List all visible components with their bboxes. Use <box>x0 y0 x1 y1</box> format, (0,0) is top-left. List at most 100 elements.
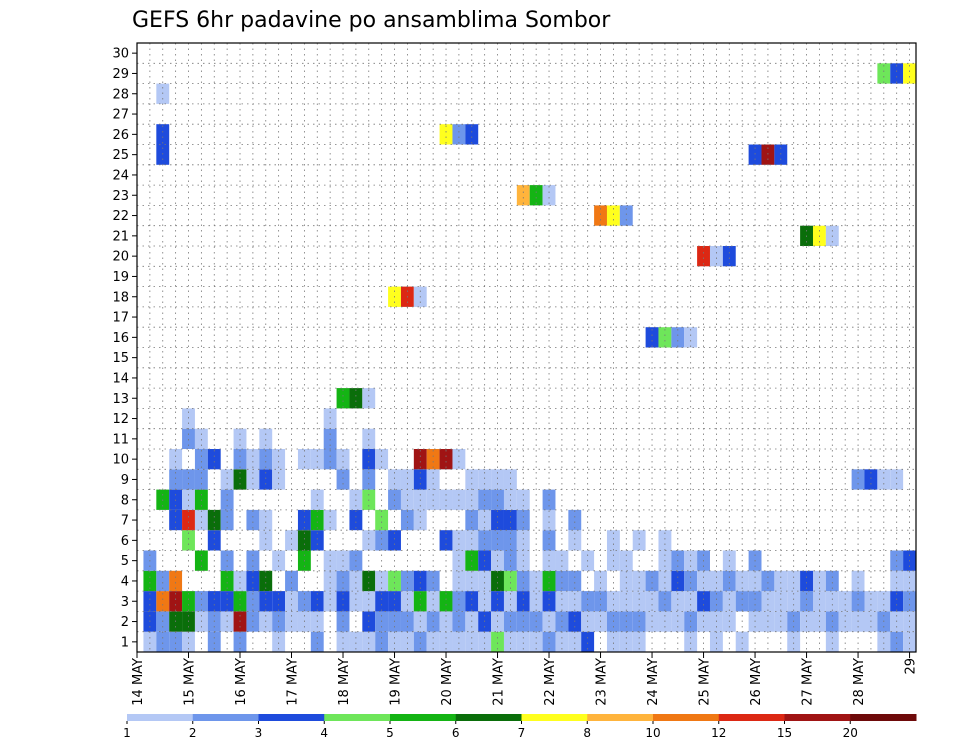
precip-cell <box>182 631 195 652</box>
precip-cell <box>452 124 466 145</box>
precip-cell <box>516 530 530 551</box>
y-tick-label: 1 <box>121 635 129 650</box>
precip-cell <box>774 570 788 592</box>
precip-cell <box>774 591 788 612</box>
precip-cell <box>169 469 183 490</box>
precip-cell <box>207 509 221 531</box>
x-tick-label: 27 MAY <box>801 658 816 706</box>
precip-cell <box>400 631 414 652</box>
precip-cell <box>233 631 247 652</box>
precip-cell <box>259 469 273 490</box>
colorbar-label: 5 <box>386 726 394 740</box>
precip-cell <box>748 591 762 612</box>
precip-cell <box>632 591 646 612</box>
precip-cell <box>259 530 273 551</box>
y-tick-label: 20 <box>112 250 129 265</box>
plot-frame <box>136 42 917 653</box>
precip-cell <box>529 631 543 652</box>
precip-cell <box>606 631 620 652</box>
precip-cell <box>323 570 337 592</box>
precip-cell <box>619 631 633 652</box>
precip-cell <box>400 591 414 612</box>
precip-cell <box>362 469 376 490</box>
y-tick-label: 12 <box>112 412 129 427</box>
precip-cell <box>812 591 826 612</box>
precip-cell <box>349 509 363 531</box>
precip-cell <box>156 591 170 612</box>
precip-cell <box>787 631 801 652</box>
precip-cell <box>465 631 479 652</box>
precip-cell <box>452 570 466 592</box>
precip-cell <box>465 570 479 592</box>
precip-cell <box>310 449 324 470</box>
y-tick-label: 13 <box>112 392 129 407</box>
precip-cell <box>503 469 517 490</box>
precip-cell <box>233 570 247 592</box>
x-tick-label: 17 MAY <box>286 658 301 706</box>
colorbar-segment <box>784 714 851 721</box>
precip-cell <box>349 388 363 409</box>
precip-cell <box>375 509 389 531</box>
precip-cell <box>491 631 504 652</box>
x-tick-label: 25 MAY <box>698 658 713 706</box>
x-axis: 14 MAY 15 MAY 16 MAY 17 MAY 18 MAY 19 MAY 20 M… <box>131 652 919 706</box>
precip-cell <box>491 469 504 490</box>
precip-cell <box>194 509 208 531</box>
precip-cell <box>246 449 260 470</box>
precip-cell <box>594 591 607 612</box>
precip-cell <box>877 63 891 84</box>
precip-cell <box>465 530 479 551</box>
colorbar-label: 4 <box>320 726 328 740</box>
precip-cell <box>890 591 904 612</box>
precip-cell <box>890 570 904 592</box>
precip-cell <box>310 631 324 652</box>
precip-cell <box>645 591 659 612</box>
precip-cell <box>697 591 710 612</box>
precip-cell <box>516 631 530 652</box>
y-tick-label: 29 <box>112 67 129 82</box>
precip-cell <box>503 570 517 592</box>
colorbar-segment <box>718 714 785 721</box>
precip-cell <box>503 591 517 612</box>
precip-cell <box>169 570 183 592</box>
precip-cell <box>825 591 839 612</box>
precip-cell <box>388 469 401 490</box>
precip-cell <box>285 570 298 592</box>
precip-cell <box>761 591 775 612</box>
precip-cell <box>233 591 247 612</box>
precip-cell <box>362 388 376 409</box>
colorbar-segment <box>850 714 917 721</box>
precip-cell <box>143 631 157 652</box>
precip-cell <box>246 591 260 612</box>
precip-cell <box>684 570 698 592</box>
x-tick-label: 22 MAY <box>543 658 558 706</box>
precip-cell <box>555 591 569 612</box>
precip-cell <box>516 591 530 612</box>
precip-cell <box>465 469 479 490</box>
x-tick-label: 18 MAY <box>337 658 352 706</box>
precip-cell <box>182 469 195 490</box>
precip-cell <box>877 631 891 652</box>
precip-cell <box>220 570 234 592</box>
precip-cell <box>503 530 517 551</box>
precip-cell <box>825 631 839 652</box>
precip-cell <box>529 185 543 206</box>
x-tick-label: 16 MAY <box>234 658 249 706</box>
precip-cell <box>787 591 801 612</box>
precip-cell <box>169 631 183 652</box>
precip-cell <box>658 530 672 551</box>
precip-cell <box>684 591 698 612</box>
y-tick-label: 22 <box>112 209 129 224</box>
precip-cell <box>503 509 517 531</box>
precip-cell <box>220 591 234 612</box>
precip-cell <box>645 327 659 348</box>
precip-cell <box>323 509 337 531</box>
x-tick-label: 19 MAY <box>389 658 404 706</box>
precip-cell <box>400 570 414 592</box>
precip-cell <box>362 570 376 592</box>
colorbar-segment <box>258 714 325 721</box>
precip-cell <box>297 530 311 551</box>
precip-cell <box>297 449 311 470</box>
precip-cell <box>388 631 401 652</box>
precip-cell <box>671 570 685 592</box>
